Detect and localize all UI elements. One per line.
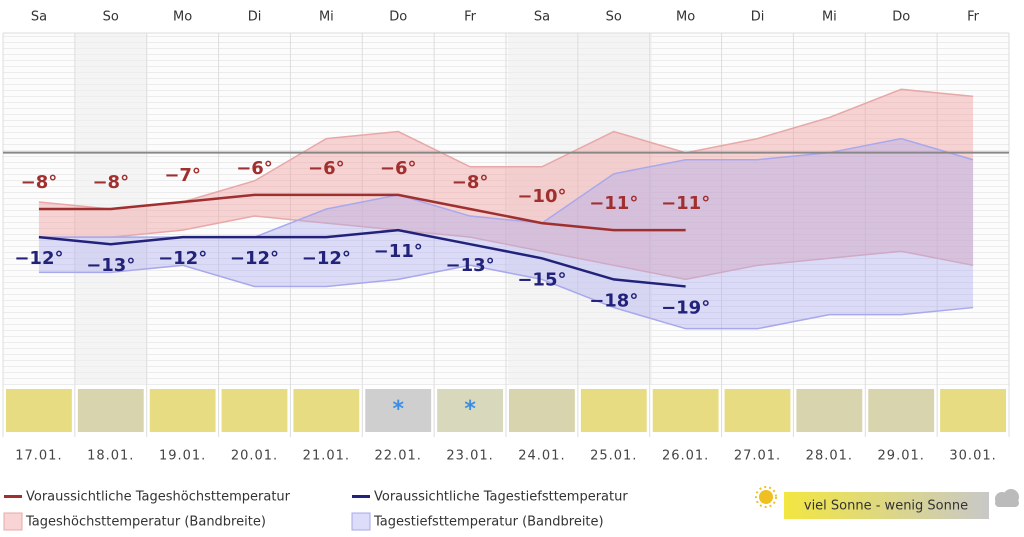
weekday-label: Do bbox=[389, 10, 407, 25]
legend-line-icon bbox=[4, 495, 22, 498]
value-label: −19° bbox=[661, 297, 710, 318]
sun-legend-bar bbox=[784, 492, 989, 519]
value-label: −11° bbox=[374, 241, 423, 262]
value-label: −12° bbox=[302, 248, 351, 269]
cloud-icon bbox=[995, 489, 1019, 507]
x-tick-label: 25.01. bbox=[590, 449, 637, 464]
x-tick-label: 20.01. bbox=[231, 449, 278, 464]
value-label: −11° bbox=[661, 193, 710, 214]
weather-box bbox=[293, 389, 360, 432]
value-label: −18° bbox=[589, 290, 638, 311]
legend-label: Tageshöchsttemperatur (Bandbreite) bbox=[25, 515, 266, 530]
value-label: −13° bbox=[446, 255, 495, 276]
value-label: −6° bbox=[308, 158, 345, 179]
legend-label: Voraussichtliche Tageshöchsttemperatur bbox=[26, 490, 291, 505]
value-label: −6° bbox=[236, 158, 273, 179]
x-tick-label: 27.01. bbox=[734, 449, 781, 464]
value-label: −11° bbox=[589, 193, 638, 214]
value-label: −12° bbox=[14, 248, 63, 269]
legend-label: Voraussichtliche Tagestiefsttemperatur bbox=[374, 490, 628, 505]
x-tick-label: 22.01. bbox=[375, 449, 422, 464]
weekday-label: Sa bbox=[534, 10, 550, 25]
weekday-label: Di bbox=[248, 10, 262, 25]
weather-box bbox=[868, 389, 935, 432]
value-label: −8° bbox=[92, 172, 129, 193]
x-tick-label: 28.01. bbox=[806, 449, 853, 464]
x-tick-label: 24.01. bbox=[518, 449, 565, 464]
band-edge bbox=[38, 215, 974, 281]
value-label: −7° bbox=[164, 165, 201, 186]
weekday-label: Fr bbox=[464, 10, 477, 25]
weekday-label: So bbox=[606, 10, 622, 25]
x-tick-label: 30.01. bbox=[949, 449, 996, 464]
x-tick-label: 18.01. bbox=[87, 449, 134, 464]
legend-band-icon bbox=[3, 512, 23, 531]
value-label: −12° bbox=[230, 248, 279, 269]
weekday-label: Fr bbox=[967, 10, 980, 25]
weather-box bbox=[365, 389, 432, 432]
weather-box bbox=[724, 389, 791, 432]
weekday-label: Mo bbox=[173, 10, 192, 25]
value-label: −8° bbox=[21, 172, 58, 193]
legend-band-icon bbox=[351, 512, 371, 531]
legend-line-icon bbox=[352, 495, 370, 498]
weekday-label: Mi bbox=[822, 10, 837, 25]
weekday-label: So bbox=[103, 10, 119, 25]
range-band bbox=[38, 138, 974, 329]
snow-icon: * bbox=[392, 397, 404, 422]
value-label: −15° bbox=[517, 269, 566, 290]
weekday-label: Di bbox=[751, 10, 765, 25]
weather-box bbox=[652, 389, 719, 432]
weather-box bbox=[437, 389, 503, 432]
band-edge bbox=[38, 264, 974, 330]
weekday-label: Sa bbox=[31, 10, 47, 25]
weekday-label: Mi bbox=[319, 10, 334, 25]
weekend-shade bbox=[508, 33, 652, 385]
x-tick-label: 26.01. bbox=[662, 449, 709, 464]
x-tick-label: 29.01. bbox=[878, 449, 925, 464]
snow-icon: * bbox=[464, 397, 476, 422]
x-tick-label: 21.01. bbox=[303, 449, 350, 464]
weather-box bbox=[6, 389, 72, 432]
value-label: −6° bbox=[380, 158, 417, 179]
value-label: −13° bbox=[86, 255, 135, 276]
weather-box bbox=[149, 389, 216, 432]
x-tick-label: 19.01. bbox=[159, 449, 206, 464]
weather-box bbox=[221, 389, 288, 432]
sun-icon bbox=[755, 486, 777, 508]
x-tick-label: 23.01. bbox=[446, 449, 493, 464]
weather-box bbox=[940, 389, 1006, 432]
sun-legend-label: viel Sonne - wenig Sonne bbox=[804, 499, 968, 514]
range-band bbox=[38, 89, 974, 280]
weather-box bbox=[580, 389, 647, 432]
value-label: −12° bbox=[158, 248, 207, 269]
temperature-line bbox=[38, 193, 686, 232]
value-label: −8° bbox=[452, 172, 489, 193]
weather-box bbox=[509, 389, 575, 432]
legend-label: Tagestiefsttemperatur (Bandbreite) bbox=[373, 515, 604, 530]
weather-box bbox=[796, 389, 863, 432]
value-label: −10° bbox=[517, 186, 566, 207]
weekday-label: Do bbox=[892, 10, 910, 25]
weekday-label: Mo bbox=[676, 10, 695, 25]
temperature-line bbox=[38, 228, 686, 288]
band-edge bbox=[38, 88, 974, 210]
x-tick-label: 17.01. bbox=[15, 449, 62, 464]
weather-box bbox=[77, 389, 144, 432]
